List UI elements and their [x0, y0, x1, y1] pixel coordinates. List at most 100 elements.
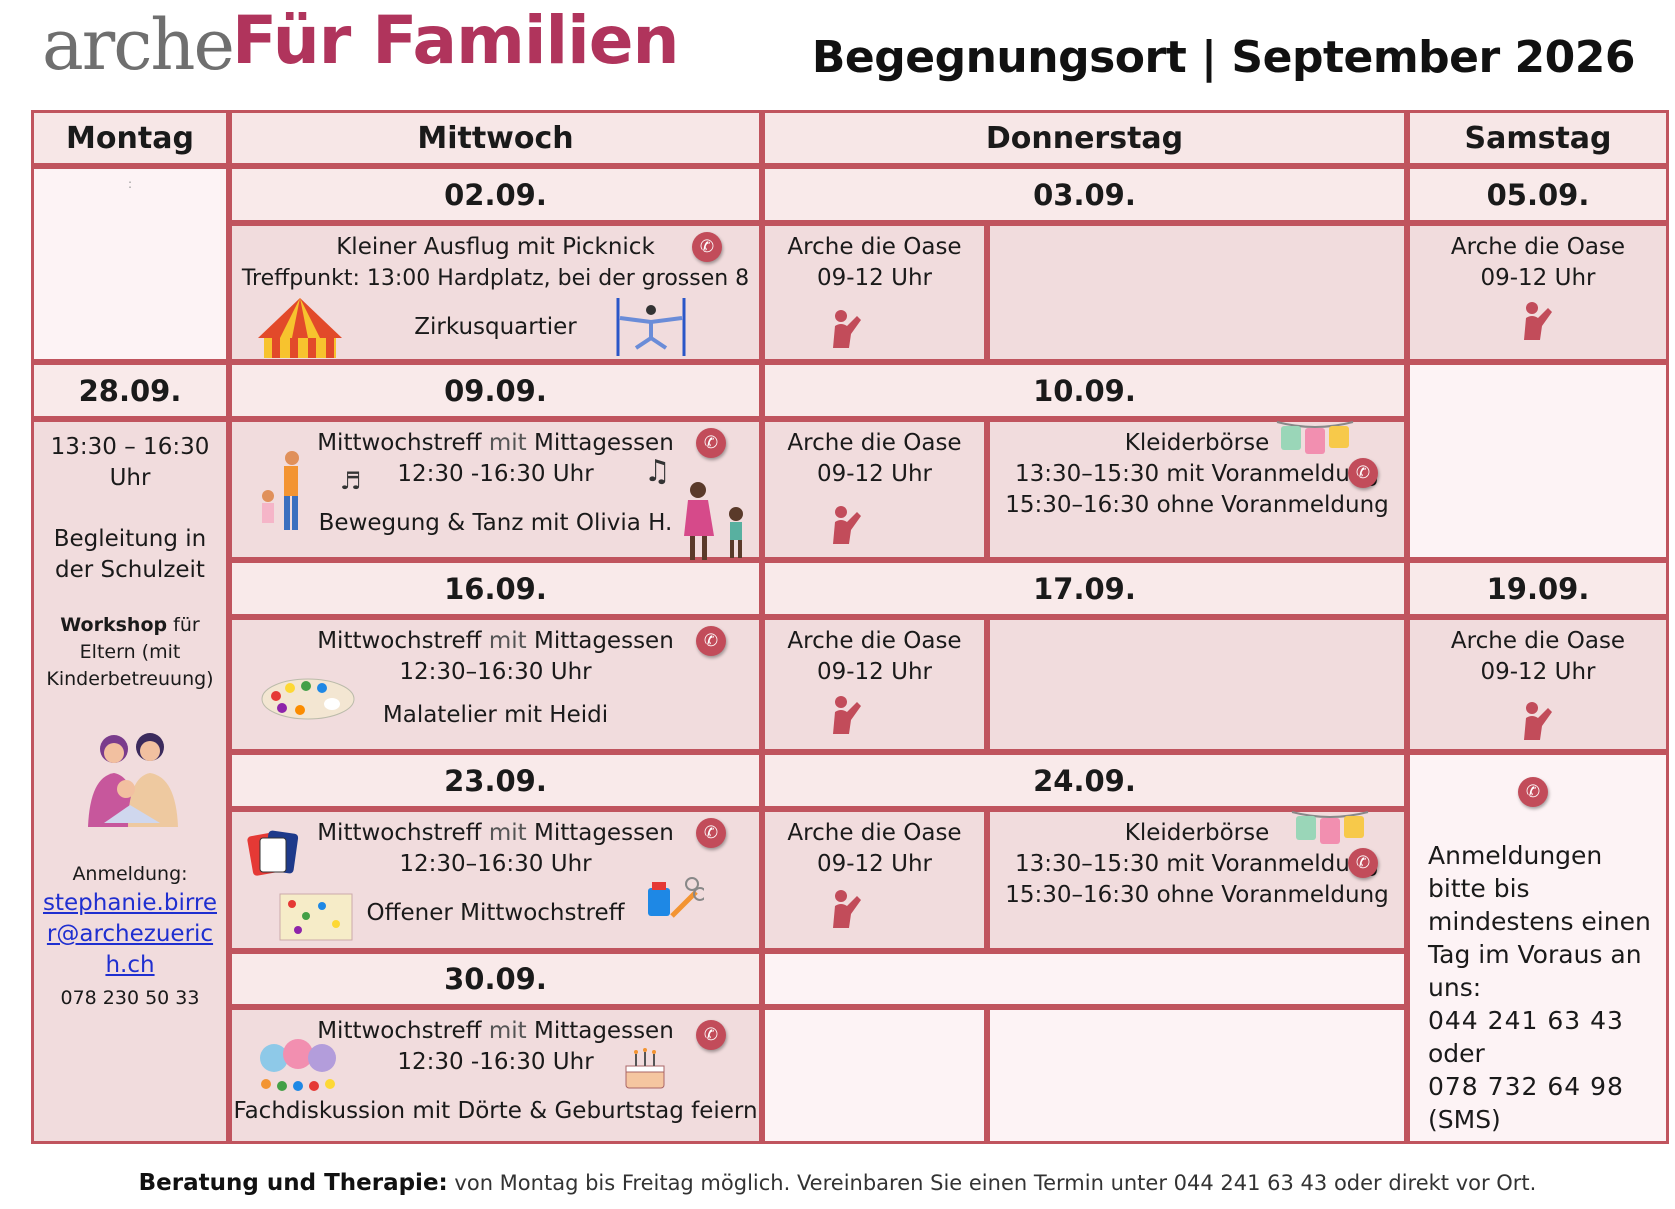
date-cell-3009: 30.09.: [229, 951, 762, 1007]
title-part: Mittagessen: [534, 820, 674, 846]
title-part: Mittagessen: [534, 628, 674, 654]
date-cell-1909: 19.09.: [1407, 560, 1669, 617]
event-time: 12:30 -16:30 Uhr: [397, 1047, 593, 1078]
oase-time: 09-12 Uhr: [1480, 657, 1595, 688]
title-part: Mittagessen: [534, 1018, 674, 1044]
event-detail: 13:30–15:30 mit Voranmeldung: [1015, 849, 1379, 880]
date-cell-1709: 17.09.: [762, 560, 1407, 617]
event-oase-1909: Arche die Oase 09-12 Uhr: [1407, 617, 1669, 752]
oase-time: 09-12 Uhr: [817, 263, 932, 294]
anmeldung-label: Anmeldung:: [72, 861, 187, 888]
email-link[interactable]: stephanie.birrer@archezuerich.ch: [42, 888, 218, 981]
waving-person-icon: [827, 504, 867, 546]
date-cell-0309: 03.09.: [762, 166, 1407, 223]
column-header-mittwoch: Mittwoch: [229, 110, 762, 166]
event-oase-0509: Arche die Oase 09-12 Uhr: [1407, 223, 1669, 362]
date-label: 09.09.: [444, 374, 547, 408]
date-cell-2309: 23.09.: [229, 752, 762, 809]
title-part: Mittwochstreff: [317, 628, 481, 654]
dancing-pair-icon: [678, 480, 758, 562]
event-title: Mittwochstreff mit Mittagessen: [317, 1016, 674, 1047]
phone-icon: ✆: [1348, 848, 1378, 878]
event-ausflug: Kleiner Ausflug mit Picknick Treffpunkt:…: [229, 223, 762, 362]
paint-palette-icon: [260, 676, 356, 722]
title-part: mit: [482, 820, 534, 846]
column-header-montag: Montag: [31, 110, 229, 166]
date-cell-2409: 24.09.: [762, 752, 1407, 809]
waving-person-icon: [827, 694, 867, 736]
oase-title: Arche die Oase: [1451, 232, 1625, 263]
date-label: 16.09.: [444, 572, 547, 606]
anmeldung-note: ✆ Anmeldungen bitte bis mindestens einen…: [1407, 752, 1669, 1144]
date-cell-1609: 16.09.: [229, 560, 762, 617]
title-part: Mittwochstreff: [317, 820, 481, 846]
date-label: 28.09.: [79, 374, 182, 408]
circus-tent-icon: [250, 294, 350, 362]
date-label: 10.09.: [1033, 374, 1136, 408]
phone-icon: ✆: [696, 818, 726, 848]
phone-icon: ✆: [696, 1020, 726, 1050]
phone-icon: ✆: [1518, 777, 1548, 807]
date-cell-0909: 09.09.: [229, 362, 762, 419]
event-oase-2409: Arche die Oase 09-12 Uhr: [762, 809, 987, 951]
date-cell-1009: 10.09.: [762, 362, 1407, 419]
event-subtitle: Zirkusquartier: [414, 312, 577, 343]
workshop-label: Workshop: [60, 614, 167, 636]
empty-cell: [762, 1007, 987, 1144]
dancing-family-icon: [254, 448, 314, 538]
montag-colon: :: [128, 177, 132, 191]
title-part: Mittagessen: [534, 430, 674, 456]
event-detail: 15:30–16:30 ohne Voranmeldung: [1005, 490, 1389, 521]
oase-title: Arche die Oase: [787, 818, 961, 849]
oase-title: Arche die Oase: [787, 626, 961, 657]
event-detail: 13:30–15:30 mit Voranmeldung: [1015, 459, 1379, 490]
column-header-donnerstag: Donnerstag: [762, 110, 1407, 166]
note-sms: (SMS): [1428, 1105, 1501, 1134]
event-detail: Treffpunkt: 13:00 Hardplatz, bei der gro…: [242, 263, 749, 294]
discussion-bubbles-icon: [254, 1038, 344, 1094]
event-title: Mittwochstreff mit Mittagessen: [317, 818, 674, 849]
date-label: 17.09.: [1033, 572, 1136, 606]
event-title: Kleiderbörse: [1125, 818, 1269, 849]
column-header-label: Montag: [66, 121, 194, 156]
clothesline-icon: [1275, 416, 1355, 456]
date-label: 30.09.: [444, 962, 547, 996]
phone-icon: ✆: [696, 428, 726, 458]
column-header-label: Samstag: [1464, 121, 1611, 156]
event-subtitle: Offener Mittwochstreff: [367, 898, 625, 929]
event-time: 12:30–16:30 Uhr: [399, 849, 591, 880]
phone-icon: ✆: [696, 626, 726, 656]
date-cell-0209: 02.09.: [229, 166, 762, 223]
event-mittwochstreff-2309: Mittwochstreff mit Mittagessen 12:30–16:…: [229, 809, 762, 951]
waving-person-icon: [1518, 300, 1558, 342]
phone-icon: ✆: [692, 232, 722, 262]
craft-supplies-icon: [644, 872, 704, 922]
date-cell-0509: 05.09.: [1407, 166, 1669, 223]
empty-cell: [987, 617, 1407, 752]
phone-icon: ✆: [1348, 458, 1378, 488]
montag-time: 13:30 – 16:30 Uhr: [42, 432, 218, 494]
samstag-empty-cell: [1407, 362, 1669, 560]
birthday-cake-icon: [620, 1046, 670, 1094]
oase-title: Arche die Oase: [787, 428, 961, 459]
title-part: Mittwochstreff: [317, 430, 481, 456]
montag-phone: 078 230 50 33: [60, 985, 199, 1012]
title-part: mit: [482, 430, 534, 456]
date-label: 02.09.: [444, 178, 547, 212]
card-game-icon: [246, 828, 302, 878]
date-label: 23.09.: [444, 764, 547, 798]
column-header-label: Donnerstag: [986, 121, 1183, 156]
event-oase-1009: Arche die Oase 09-12 Uhr: [762, 419, 987, 560]
oase-title: Arche die Oase: [787, 232, 961, 263]
montag-title: Begleitung in der Schulzeit: [42, 524, 218, 586]
event-title: Kleiner Ausflug mit Picknick: [336, 232, 655, 263]
note-phone-2: 078 732 64 98: [1428, 1072, 1624, 1101]
date-label: 03.09.: [1033, 178, 1136, 212]
date-label: 24.09.: [1033, 764, 1136, 798]
event-time: 12:30–16:30 Uhr: [399, 657, 591, 688]
date-label: 19.09.: [1487, 572, 1590, 606]
page-title: Begegnungsort | September 2026: [812, 34, 1635, 82]
oase-time: 09-12 Uhr: [1480, 263, 1595, 294]
montag-workshop: Workshop für Eltern (mit Kinderbetreuung…: [42, 612, 218, 693]
event-title: Mittwochstreff mit Mittagessen: [317, 428, 674, 459]
